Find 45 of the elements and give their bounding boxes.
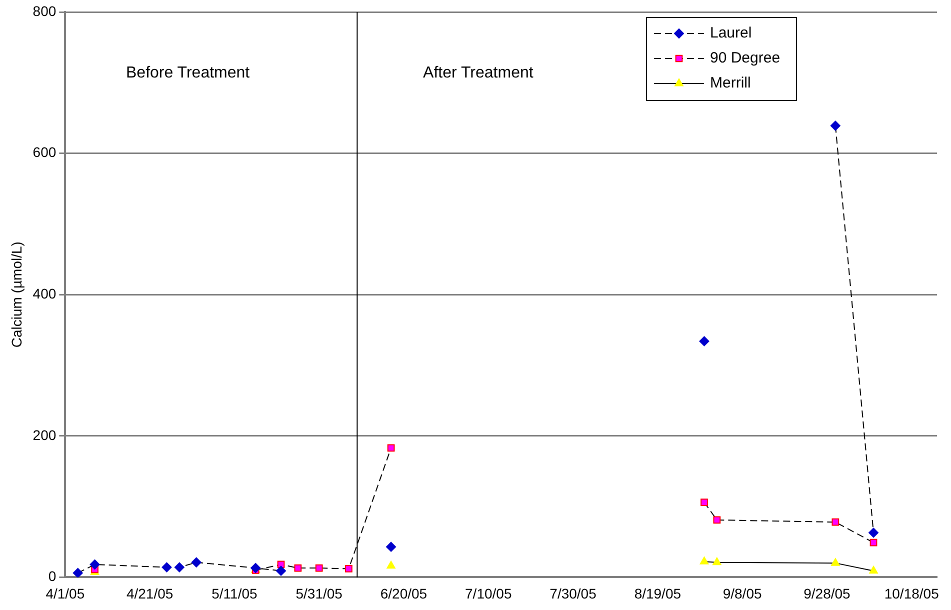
point	[869, 566, 878, 574]
legend-label: Laurel	[710, 24, 752, 42]
point	[868, 528, 879, 538]
point	[713, 516, 721, 524]
point	[700, 498, 708, 506]
y-tick-label: 200	[32, 426, 56, 443]
y-tick-label: 0	[48, 568, 56, 584]
y-axis-title: Calcium (µmol/L)	[8, 242, 24, 348]
point	[831, 558, 840, 566]
point	[174, 562, 184, 572]
point	[345, 565, 352, 572]
point	[90, 559, 100, 570]
point	[712, 557, 722, 566]
point	[191, 557, 202, 568]
point	[386, 542, 396, 552]
legend-label: Merrill	[710, 74, 751, 92]
point	[387, 444, 395, 452]
annotation: After Treatment	[423, 64, 534, 82]
x-tick-label: 8/19/05	[634, 585, 682, 602]
x-tick-label: 9/8/05	[722, 585, 762, 602]
x-tick-label: 10/18/05	[884, 585, 940, 602]
x-tick-label: 9/28/05	[804, 585, 851, 602]
point	[162, 562, 172, 572]
point	[294, 564, 302, 572]
annotation: Before Treatment	[126, 64, 250, 82]
x-tick-label: 5/31/05	[296, 585, 343, 602]
y-tick-label: 600	[32, 144, 56, 160]
y-tick-label: 800	[32, 2, 56, 19]
x-tick-label: 7/30/05	[550, 585, 597, 602]
x-tick-label: 6/20/05	[380, 585, 428, 602]
x-tick-label: 4/1/05	[46, 585, 85, 602]
point	[72, 568, 83, 578]
point	[699, 336, 710, 346]
point	[832, 518, 840, 526]
point	[700, 556, 709, 564]
point	[870, 538, 878, 546]
y-tick-label: 400	[32, 285, 56, 302]
x-tick-label: 4/21/05	[126, 585, 174, 602]
x-tick-label: 7/10/05	[465, 585, 512, 602]
point	[386, 560, 396, 569]
point	[830, 120, 840, 131]
legend-label: 90 Degree	[710, 50, 780, 67]
point	[315, 564, 323, 572]
x-tick-label: 5/11/05	[212, 585, 258, 602]
point	[276, 566, 286, 576]
